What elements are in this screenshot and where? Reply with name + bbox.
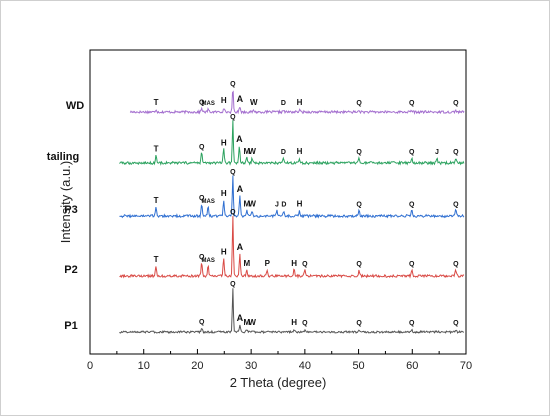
peak-label: A — [236, 134, 243, 144]
peak-label: Q — [356, 320, 362, 327]
peak-label: Q — [453, 149, 459, 156]
peak-label: Q — [453, 201, 459, 208]
series-label: P2 — [64, 264, 77, 276]
peak-label: Q — [356, 100, 362, 107]
axis-layer: 0 10 20 30 40 50 60 70 — [87, 349, 472, 372]
peak-label: H — [297, 147, 303, 156]
peak-label: D — [281, 100, 286, 107]
peak-label: A — [237, 313, 244, 323]
series-label: P3 — [64, 204, 77, 216]
peak-label: H — [221, 96, 227, 105]
peak-label: H — [221, 247, 227, 256]
peak-label: M — [244, 199, 251, 208]
series-trace — [119, 216, 465, 279]
series-p1: P1 QQA MW H Q Q Q Q — [64, 281, 464, 335]
peak-label: Q — [199, 144, 205, 151]
peak-label: W — [248, 147, 256, 156]
peak-label: Q — [409, 100, 415, 107]
peak-label: H — [297, 199, 303, 208]
x-axis-title: 2 Theta (degree) — [230, 375, 327, 390]
peak-label: M — [244, 318, 251, 327]
peak-label: Q — [230, 281, 236, 288]
series-label: WD — [66, 100, 84, 112]
peak-label: P — [265, 259, 271, 268]
peak-label: Q — [199, 254, 205, 261]
peak-label: D — [281, 149, 286, 156]
peak-label: Q — [356, 261, 362, 268]
x-tick-label: 50 — [352, 360, 364, 372]
peak-label: Q — [453, 320, 459, 327]
peak-label: Q — [199, 195, 205, 202]
peak-label: Q — [199, 319, 205, 326]
x-tick-label: 30 — [245, 360, 257, 372]
peak-label: A — [237, 94, 244, 104]
peak-label: Q — [230, 169, 236, 176]
peak-label: T — [154, 98, 159, 107]
peak-label: Q — [409, 320, 415, 327]
peak-label: Q — [409, 149, 415, 156]
peak-label: M — [244, 259, 251, 268]
peak-label: MAS — [201, 101, 214, 107]
peak-label: MAS — [201, 258, 214, 264]
series-trace — [129, 90, 465, 115]
x-tick-label: 10 — [138, 360, 150, 372]
peak-label: W — [250, 98, 258, 107]
peak-label: Q — [302, 320, 308, 327]
peak-label: T — [154, 196, 159, 205]
peak-label: Q — [409, 201, 415, 208]
peak-label: W — [248, 199, 256, 208]
peak-label: Q — [302, 261, 308, 268]
peak-label: T — [154, 255, 159, 264]
peak-label: H — [221, 189, 227, 198]
peak-label: H — [221, 138, 227, 147]
peak-label: Q — [409, 261, 415, 268]
peak-label: M — [244, 147, 251, 156]
x-tick-label: 20 — [191, 360, 203, 372]
x-tick-label: 40 — [299, 360, 311, 372]
peak-label: Q — [453, 100, 459, 107]
series-trace — [119, 175, 465, 219]
peak-label: Q — [230, 81, 236, 88]
y-axis-title: Intensity (a.u.) — [58, 161, 73, 243]
peak-label: Q — [453, 261, 459, 268]
peak-label: Q — [356, 201, 362, 208]
peak-label: W — [248, 318, 256, 327]
x-tick-label: 70 — [460, 360, 472, 372]
x-tick-label: 0 — [87, 360, 93, 372]
peak-label: J — [435, 149, 439, 156]
x-tick-label: 60 — [406, 360, 418, 372]
peak-label: T — [154, 144, 159, 153]
peak-label: A — [237, 242, 244, 252]
peak-label: Q — [230, 209, 236, 216]
series-label: P1 — [64, 320, 77, 332]
peak-label: Q — [199, 99, 205, 106]
series-trace — [119, 288, 464, 335]
peak-label: D — [281, 201, 286, 208]
peak-label: J — [275, 201, 279, 208]
peak-label: Q — [230, 114, 236, 121]
peak-label: A — [237, 184, 244, 194]
series-label: tailing — [47, 151, 79, 163]
peak-label: H — [291, 318, 297, 327]
peak-label: MAS — [201, 199, 214, 205]
peak-label: H — [291, 259, 297, 268]
peak-label: H — [297, 98, 303, 107]
peak-label: Q — [356, 149, 362, 156]
series-tailing: tailing T Q H Q AMW D H Q Q J Q — [47, 114, 465, 166]
series-trace — [119, 120, 465, 166]
